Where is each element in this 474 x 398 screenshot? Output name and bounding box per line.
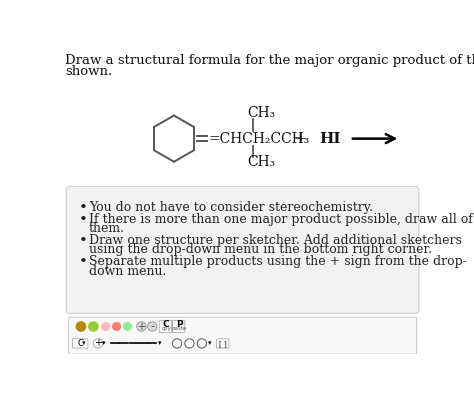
- Text: ▾: ▾: [102, 340, 106, 346]
- Text: cpy: cpy: [161, 326, 171, 331]
- FancyBboxPatch shape: [217, 339, 229, 348]
- Text: ▾: ▾: [158, 340, 162, 346]
- Circle shape: [102, 323, 109, 330]
- Text: +: +: [94, 338, 102, 348]
- Text: +: +: [137, 322, 146, 332]
- Text: =CHCH₂CCH₃: =CHCH₂CCH₃: [208, 132, 310, 146]
- Text: CH₃: CH₃: [247, 155, 275, 169]
- FancyBboxPatch shape: [159, 320, 172, 333]
- Circle shape: [185, 339, 194, 348]
- Text: Draw a structural formula for the major organic product of the reaction: Draw a structural formula for the major …: [65, 54, 474, 67]
- Text: •: •: [79, 213, 88, 227]
- Text: C: C: [77, 339, 83, 348]
- Circle shape: [113, 323, 120, 330]
- Text: ▾: ▾: [208, 340, 211, 346]
- Text: them.: them.: [89, 222, 125, 235]
- Text: •: •: [79, 255, 88, 269]
- Text: ▾: ▾: [82, 340, 86, 346]
- Text: •: •: [79, 201, 88, 215]
- Text: C: C: [163, 320, 170, 330]
- FancyBboxPatch shape: [69, 317, 417, 354]
- Circle shape: [76, 322, 86, 331]
- Circle shape: [173, 339, 182, 348]
- Circle shape: [124, 323, 131, 330]
- Text: paste: paste: [172, 326, 187, 331]
- FancyBboxPatch shape: [66, 186, 419, 313]
- Text: down menu.: down menu.: [89, 265, 166, 277]
- Text: •: •: [79, 234, 88, 248]
- Text: HI: HI: [319, 132, 340, 146]
- Circle shape: [197, 339, 207, 348]
- Text: P: P: [176, 320, 182, 330]
- Text: +: +: [293, 132, 306, 146]
- Circle shape: [93, 339, 103, 348]
- Text: Separate multiple products using the + sign from the drop-: Separate multiple products using the + s…: [89, 255, 466, 268]
- Text: -: -: [150, 322, 154, 332]
- Circle shape: [89, 322, 98, 331]
- Text: [ ]: [ ]: [219, 340, 227, 347]
- FancyBboxPatch shape: [73, 339, 88, 348]
- Circle shape: [137, 322, 146, 331]
- Text: shown.: shown.: [65, 65, 113, 78]
- Text: If there is more than one major product possible, draw all of: If there is more than one major product …: [89, 213, 473, 226]
- Circle shape: [147, 322, 157, 331]
- Text: Draw one structure per sketcher. Add additional sketchers: Draw one structure per sketcher. Add add…: [89, 234, 462, 247]
- Text: You do not have to consider stereochemistry.: You do not have to consider stereochemis…: [89, 201, 373, 214]
- Text: CH₃: CH₃: [247, 106, 275, 120]
- FancyBboxPatch shape: [173, 320, 185, 333]
- Text: using the drop-down menu in the bottom right corner.: using the drop-down menu in the bottom r…: [89, 243, 432, 256]
